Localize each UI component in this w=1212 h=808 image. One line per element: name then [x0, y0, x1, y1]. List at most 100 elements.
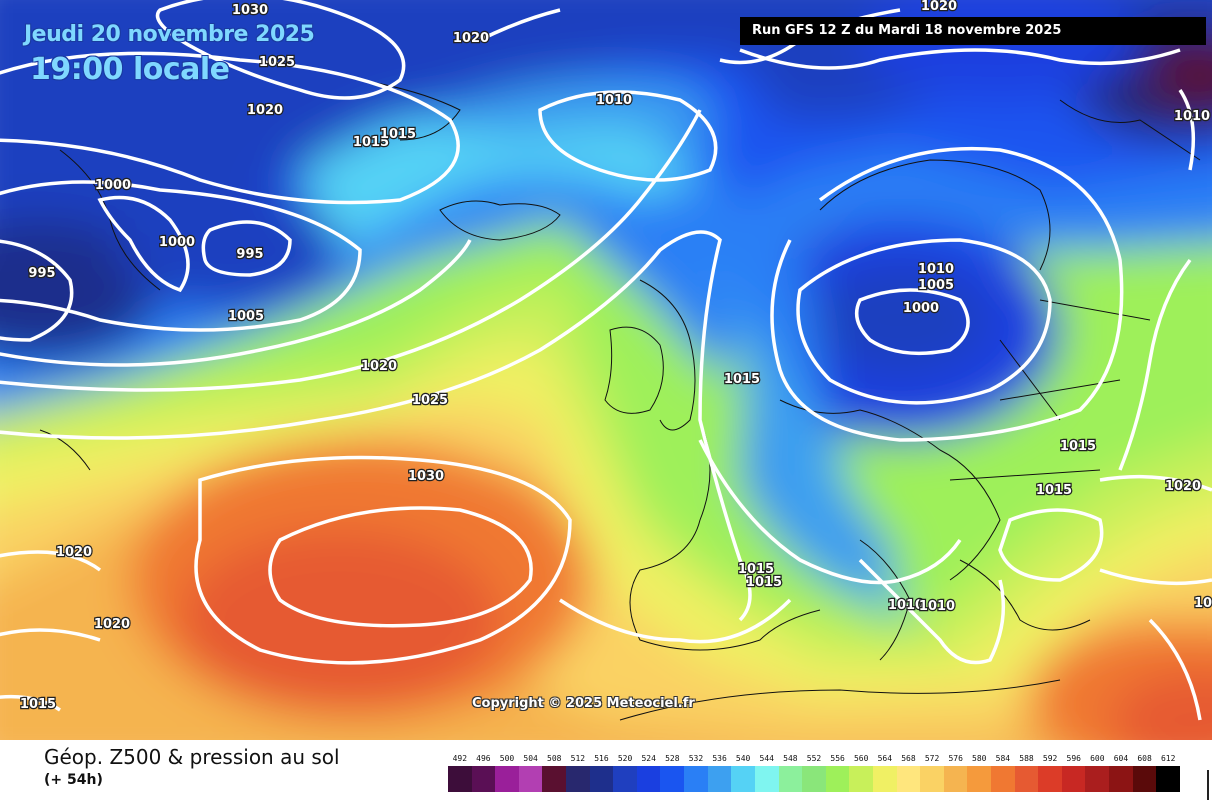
isobar-label: 1010	[888, 598, 924, 613]
isobar-label: 1005	[918, 278, 954, 293]
isobar-label: 1020	[921, 0, 957, 14]
isobar-labels: 1030 1020 1025 1020 1010 1015 1015 1000 …	[19, 0, 1212, 713]
isobar-label: 1020	[361, 359, 397, 374]
geopotential-field	[0, 0, 1212, 740]
isobar-label: 1030	[408, 469, 444, 484]
legend-value: 588	[1019, 754, 1034, 763]
legend-swatch	[613, 766, 637, 792]
isobar-label: 1015	[1036, 483, 1072, 498]
legend-value: 584	[995, 754, 1011, 763]
isobar-label: 1015	[1060, 439, 1096, 454]
legend-value: 540	[735, 754, 751, 763]
legend-swatch	[1132, 766, 1157, 792]
copyright-text: Copyright © 2025 Meteociel.fr	[472, 696, 695, 711]
legend-value: 504	[523, 754, 538, 763]
legend-swatch	[542, 766, 567, 792]
isobar-label: 1020	[247, 103, 283, 118]
isobar-label: 1000	[159, 235, 195, 250]
legend-swatch	[707, 766, 732, 792]
legend-value: 520	[617, 754, 633, 763]
legend-value: 612	[1160, 754, 1176, 763]
legend-value: 552	[806, 754, 822, 763]
legend-value: 600	[1090, 754, 1105, 763]
forecast-time: 19:00 locale	[30, 52, 230, 87]
legend-value: 576	[948, 754, 963, 763]
legend-swatch	[1085, 766, 1110, 792]
isobar-label: 1025	[259, 55, 295, 70]
isobar-label: 1030	[232, 3, 268, 18]
legend-swatch	[495, 766, 519, 792]
legend-value: 492	[452, 754, 468, 763]
legend-swatch	[1156, 766, 1180, 792]
isobar-label: 1010	[596, 93, 632, 108]
isobar-label: 995	[236, 247, 263, 262]
legend-value: 568	[901, 754, 916, 763]
isobar-label: 1010	[919, 599, 955, 614]
map-caption-title: Géop. Z500 & pression au sol	[44, 745, 340, 769]
legend-value: 596	[1066, 754, 1081, 763]
isobar-label: 1010	[1174, 109, 1210, 124]
isobars	[0, 0, 1212, 720]
legend-swatch	[684, 766, 708, 792]
forecast-date: Jeudi 20 novembre 2025	[24, 22, 315, 47]
legend-value: 572	[924, 754, 940, 763]
legend-swatch	[1061, 766, 1086, 792]
legend-swatch	[896, 766, 921, 792]
legend-swatch	[991, 766, 1015, 792]
legend-swatch	[920, 766, 944, 792]
legend-swatch	[589, 766, 614, 792]
legend-value: 544	[759, 754, 774, 763]
legend-swatch	[1014, 766, 1039, 792]
legend-value: 532	[688, 754, 704, 763]
legend-color-bar	[448, 766, 1180, 792]
legend-value: 496	[476, 754, 491, 763]
isobar-label: 1005	[228, 309, 264, 324]
isobar-label: 1015	[353, 135, 389, 150]
isobar-label: 1015	[724, 372, 760, 387]
legend-swatch	[448, 766, 472, 792]
legend-swatch	[825, 766, 850, 792]
legend-swatch	[1109, 766, 1133, 792]
legend-value: 508	[547, 754, 562, 763]
legend-value: 608	[1137, 754, 1152, 763]
isobar-label: 1020	[56, 545, 92, 560]
map-caption-subtitle: (+ 54h)	[44, 772, 103, 788]
isobar-label: 1000	[903, 301, 939, 316]
legend-swatch	[943, 766, 968, 792]
isobar-label: 995	[28, 266, 55, 281]
isobar-label: 1010	[918, 262, 954, 277]
model-run-banner: Run GFS 12 Z du Mardi 18 novembre 2025	[740, 17, 1206, 45]
isobar-label: 1020	[1165, 479, 1201, 494]
isobar-label: 1015	[20, 697, 56, 712]
legend-swatch	[1038, 766, 1062, 792]
isobar-label: 1020	[94, 617, 130, 632]
legend-swatch	[778, 766, 803, 792]
legend-value: 604	[1113, 754, 1129, 763]
legend-value: 548	[783, 754, 798, 763]
legend-swatch	[660, 766, 685, 792]
isobar-label: 1015	[746, 575, 782, 590]
isobar-label: 1000	[95, 178, 131, 193]
legend-value: 592	[1042, 754, 1058, 763]
isobar-label: 1025	[412, 393, 448, 408]
legend-value: 500	[499, 754, 515, 763]
weather-map: 1030 1020 1025 1020 1010 1015 1015 1000 …	[0, 0, 1212, 740]
legend-swatch	[518, 766, 543, 792]
legend-value: 556	[830, 754, 845, 763]
legend-swatch	[802, 766, 826, 792]
legend-value: 536	[712, 754, 727, 763]
legend-value: 524	[641, 754, 656, 763]
legend-swatch	[849, 766, 873, 792]
legend-value: 580	[972, 754, 987, 763]
legend-swatch	[754, 766, 779, 792]
legend-value-labels: 492 496 500 504 508 512 516 520 524 528 532 536 540 5…	[442, 754, 1184, 766]
legend-value: 516	[594, 754, 609, 763]
legend-value: 560	[853, 754, 869, 763]
legend-swatch	[731, 766, 755, 792]
isobar-label: 1015	[380, 127, 416, 142]
legend-swatch	[967, 766, 992, 792]
legend-value: 564	[877, 754, 893, 763]
legend-swatch	[636, 766, 661, 792]
isobar-label: 1020	[453, 31, 489, 46]
legend-end-marker	[1207, 770, 1209, 800]
